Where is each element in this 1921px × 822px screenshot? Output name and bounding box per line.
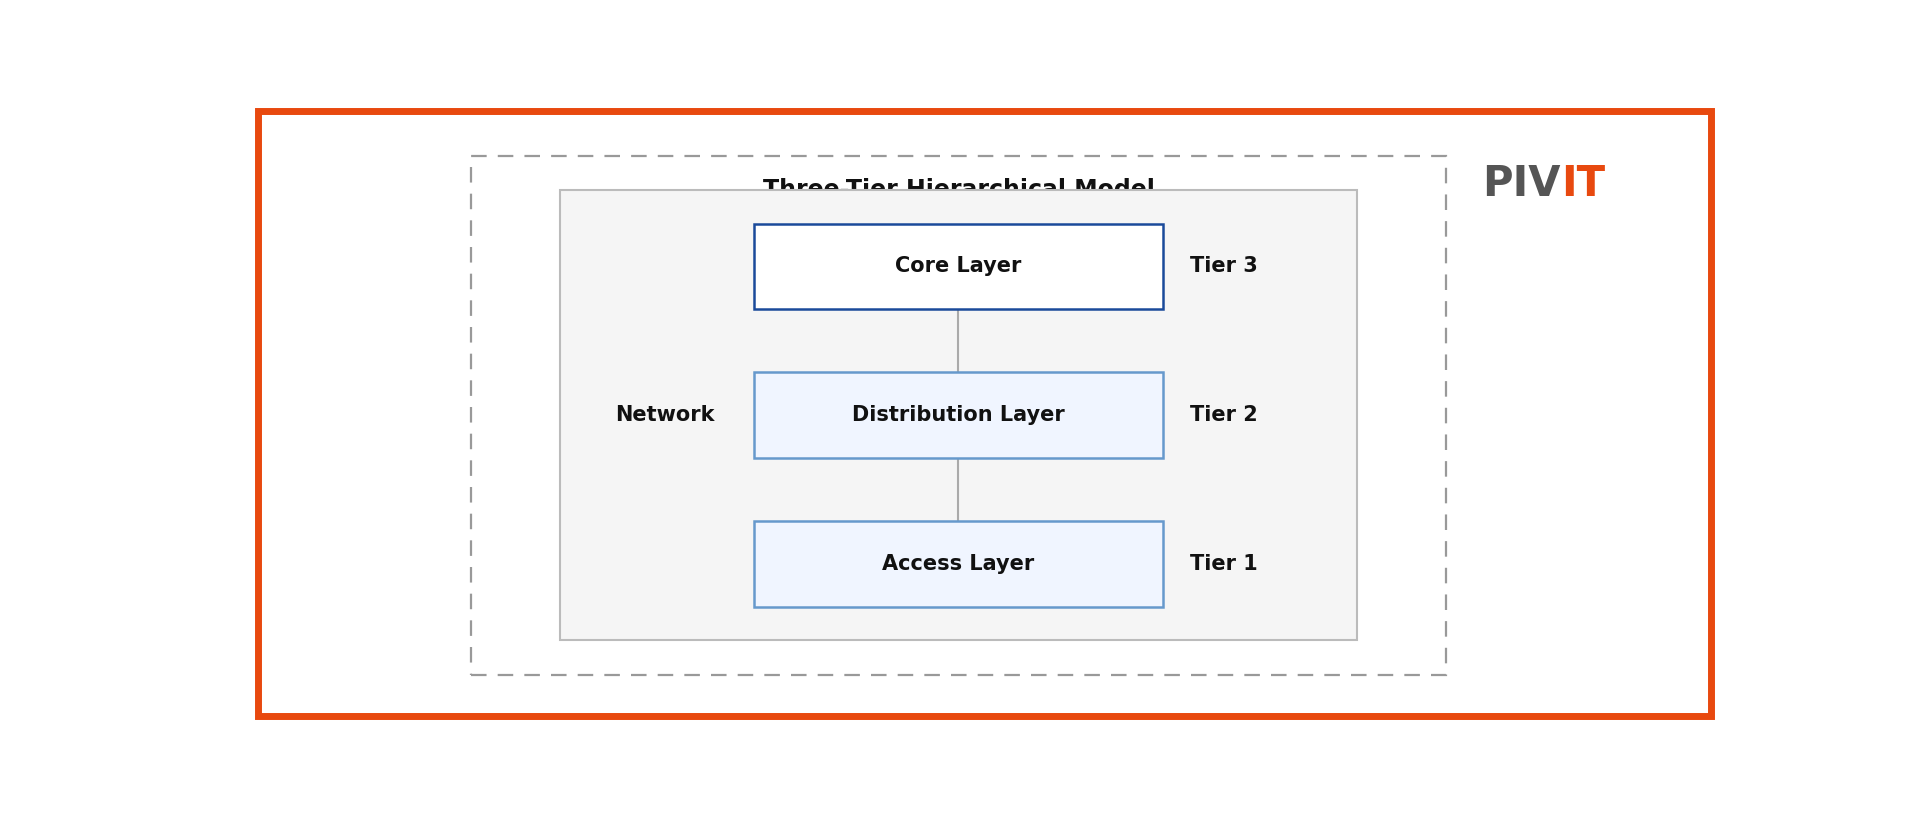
Text: Tier 3: Tier 3 (1189, 256, 1258, 276)
FancyBboxPatch shape (753, 521, 1164, 607)
Text: Tier 1: Tier 1 (1189, 554, 1258, 574)
Text: Core Layer: Core Layer (895, 256, 1022, 276)
Text: Network: Network (615, 405, 715, 425)
FancyBboxPatch shape (753, 372, 1164, 458)
Text: Access Layer: Access Layer (882, 554, 1035, 574)
Text: Distribution Layer: Distribution Layer (853, 405, 1064, 425)
FancyBboxPatch shape (753, 224, 1164, 309)
Text: Tier 2: Tier 2 (1189, 405, 1258, 425)
Text: PIV: PIV (1483, 163, 1560, 205)
Text: Three-Tier Hierarchical Model: Three-Tier Hierarchical Model (763, 178, 1155, 202)
Text: IT: IT (1562, 163, 1606, 205)
FancyBboxPatch shape (561, 191, 1356, 640)
